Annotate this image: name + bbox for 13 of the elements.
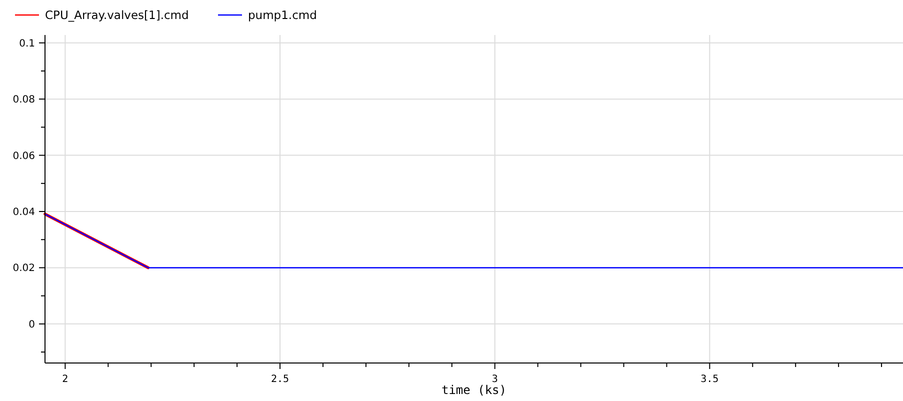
x-tick-label: 2 — [62, 374, 68, 385]
legend-label: CPU_Array.valves[1].cmd — [45, 8, 189, 22]
y-tick-label: 0.04 — [12, 207, 35, 218]
y-tick-label: 0 — [28, 319, 35, 330]
y-tick-label: 0.1 — [19, 38, 35, 50]
x-tick-label: 3.5 — [700, 374, 719, 385]
x-tick-label: 2.5 — [270, 374, 290, 385]
legend-label: pump1.cmd — [248, 8, 317, 22]
y-tick-label: 0.06 — [12, 150, 35, 162]
y-tick-label: 0.08 — [12, 94, 35, 106]
x-tick-label: 3 — [492, 374, 498, 385]
x-axis-title: time (ks) — [441, 383, 507, 397]
y-tick-label: 0.02 — [12, 263, 35, 274]
